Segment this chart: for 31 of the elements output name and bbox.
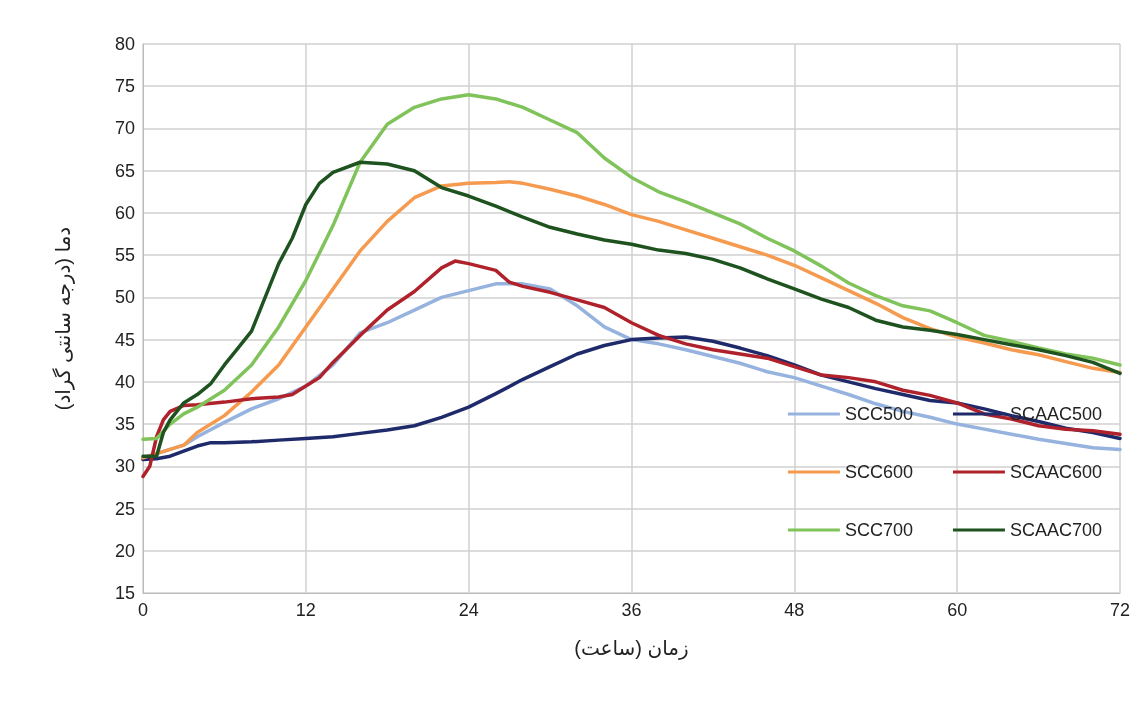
y-tick-label: 75 [114,76,135,97]
y-tick-label: 25 [114,498,135,519]
y-tick-label: 45 [114,329,135,350]
y-tick-label: 35 [114,414,135,435]
legend-label: SCAAC700 [1009,520,1103,540]
y-tick-label: 15 [114,583,135,603]
y-axis-title: دما (درجه سانتی گراد) [52,226,75,411]
x-axis-title: زمان (ساعت) [574,637,689,660]
y-tick-label: 60 [114,202,135,223]
line-series [141,92,1122,442]
x-tick-label: 36 [621,600,642,620]
x-tick-label: 72 [1109,600,1131,620]
legend-label: SCAAC600 [1009,462,1103,482]
y-tick-label: 80 [114,34,135,54]
legend-label: SCC700 [844,520,913,540]
y-tick-label: 70 [114,118,135,139]
y-tick-label: 30 [114,456,135,477]
y-tick-label: 55 [114,245,135,266]
x-tick-label: 24 [458,600,479,620]
y-tick-label: 40 [114,371,135,392]
legend-label: SCC500 [844,404,913,424]
x-tick-label: 12 [295,600,316,620]
y-tick-label: 65 [114,160,135,181]
x-tick-label: 48 [784,600,805,620]
legend-label: SCC600 [844,462,913,482]
x-tick-label: 0 [137,600,149,620]
legend-label: SCAAC500 [1009,404,1103,424]
y-tick-label: 20 [114,540,135,561]
x-tick-label: 60 [947,600,968,620]
y-tick-label: 50 [114,287,135,308]
line-series [141,259,1122,479]
